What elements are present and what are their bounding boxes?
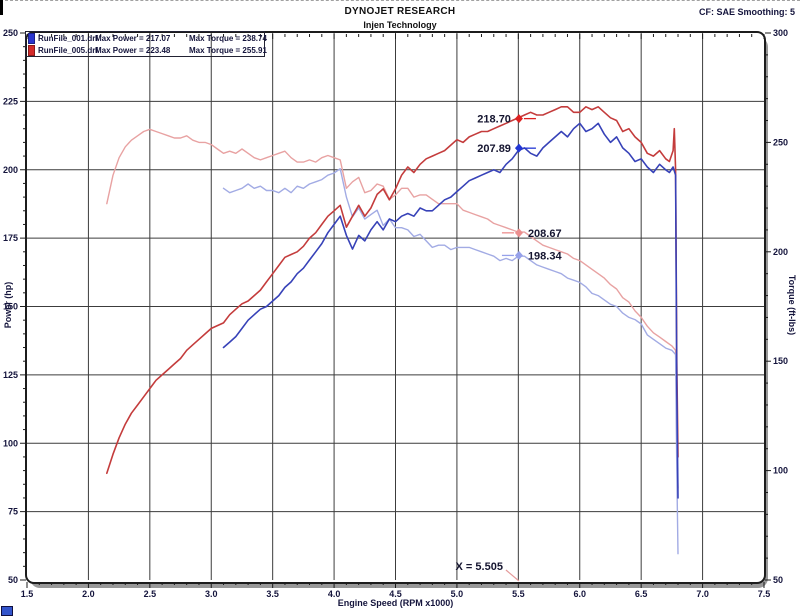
x-tick-label: 1.5 bbox=[21, 589, 34, 599]
curve-runfile-005-drf-torque bbox=[106, 128, 679, 489]
x-tick-label: 6.5 bbox=[635, 589, 648, 599]
annotation-diamond-icon bbox=[514, 114, 523, 124]
y-right-tick-label: 50 bbox=[773, 575, 783, 585]
screen-top-edge bbox=[0, 0, 800, 1]
x-tick-label: 7.5 bbox=[758, 589, 771, 599]
window-corner-mark bbox=[0, 0, 3, 15]
x-tick-label: 2.5 bbox=[144, 589, 157, 599]
curve-runfile-001-drf-torque bbox=[222, 167, 679, 555]
y-left-tick-label: 100 bbox=[3, 438, 18, 448]
run005-max-torque: Max Torque = 255.91 bbox=[189, 45, 267, 55]
y-left-tick-label: 225 bbox=[3, 96, 18, 106]
y-left-tick-label: 175 bbox=[3, 233, 18, 243]
y-left-tick-label: 250 bbox=[3, 28, 18, 38]
run001-marker-icon bbox=[28, 32, 35, 44]
run-legend: RunFile_001.drf Max Power = 217.07 Max T… bbox=[25, 31, 267, 57]
y-right-tick-label: 100 bbox=[773, 466, 788, 476]
annotation-value-label: 208.67 bbox=[528, 228, 562, 240]
correction-smoothing-note: CF: SAE Smoothing: 5 bbox=[699, 7, 795, 17]
annotation-diamond-icon bbox=[514, 143, 523, 153]
curve-runfile-005-drf-power bbox=[106, 106, 679, 475]
y-left-tick-label: 125 bbox=[3, 370, 18, 380]
y-right-tick-label: 200 bbox=[773, 247, 788, 257]
cursor-x-label: X = 5.505 bbox=[456, 561, 503, 573]
x-tick-label: 5.0 bbox=[451, 589, 464, 599]
run001-file: RunFile_001.drf bbox=[38, 33, 99, 43]
x-tick-label: 3.5 bbox=[266, 589, 279, 599]
run005-file: RunFile_005.drf bbox=[38, 45, 99, 55]
run001-max-torque: Max Torque = 238.74 bbox=[189, 33, 267, 43]
y-left-tick-label: 75 bbox=[8, 507, 18, 517]
y-right-tick-label: 150 bbox=[773, 356, 788, 366]
annotation-value-label: 218.70 bbox=[477, 114, 511, 126]
legend-row-run001[interactable]: RunFile_001.drf Max Power = 217.07 Max T… bbox=[26, 32, 267, 44]
x-tick-label: 3.0 bbox=[205, 589, 218, 599]
y-left-tick-label: 150 bbox=[3, 302, 18, 312]
cursor-leader-line bbox=[505, 569, 520, 582]
x-tick-label: 7.0 bbox=[696, 589, 709, 599]
legend-row-run005[interactable]: RunFile_005.drf Max Power = 223.48 Max T… bbox=[26, 44, 267, 56]
x-tick-label: 2.0 bbox=[82, 589, 95, 599]
run001-max-power: Max Power = 217.07 bbox=[95, 33, 171, 43]
run005-max-power: Max Power = 223.48 bbox=[95, 45, 171, 55]
y-left-tick-label: 200 bbox=[3, 165, 18, 175]
run005-marker-icon bbox=[28, 44, 35, 56]
annotation-value-label: 198.34 bbox=[528, 250, 563, 262]
x-tick-label: 4.5 bbox=[389, 589, 402, 599]
annotation-value-label: 207.89 bbox=[477, 143, 511, 155]
x-tick-label: 6.0 bbox=[573, 589, 586, 599]
y-right-tick-label: 250 bbox=[773, 137, 788, 147]
y-right-tick-label: 300 bbox=[773, 28, 788, 38]
curve-runfile-001-drf-power bbox=[222, 122, 679, 499]
annotation-diamond-icon bbox=[514, 250, 523, 260]
x-tick-label: 4.0 bbox=[328, 589, 341, 599]
y-left-tick-label: 50 bbox=[8, 575, 18, 585]
x-tick-label: 5.5 bbox=[512, 589, 525, 599]
annotation-diamond-icon bbox=[514, 228, 523, 238]
